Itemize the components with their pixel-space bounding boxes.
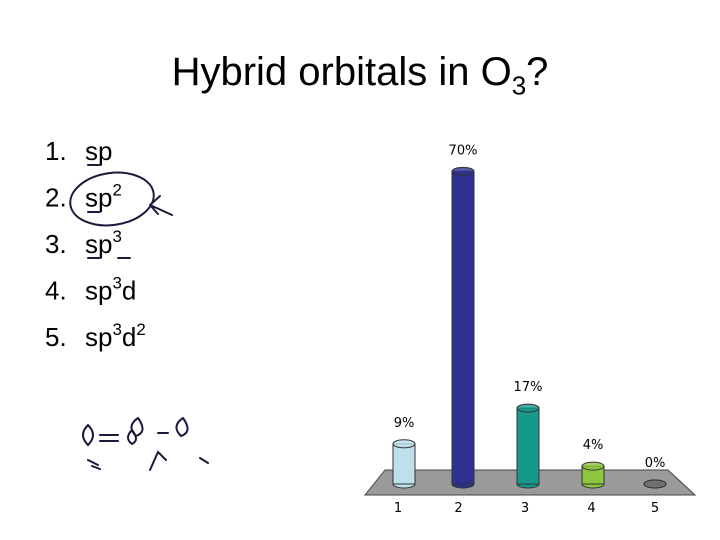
bar-top (516, 403, 540, 413)
list-marker: 5. (45, 322, 67, 352)
option-text: sp (85, 136, 112, 166)
option-text: sp3 (85, 227, 122, 259)
value-label: 4% (583, 438, 604, 453)
list-marker: 2. (45, 183, 67, 213)
supscript: 3 (112, 227, 121, 246)
circle-annotation (69, 171, 155, 227)
bar-top (451, 166, 475, 176)
supscript: 2 (136, 320, 145, 339)
value-label: 9% (394, 416, 415, 431)
x-tick-label: 5 (651, 501, 659, 516)
supscript: 3 (112, 274, 121, 293)
x-tick-label: 2 (454, 501, 462, 516)
text-segment: sp (85, 322, 112, 352)
value-label: 70% (449, 143, 478, 158)
option-text: sp2 (85, 181, 122, 213)
list-marker: 4. (45, 276, 67, 306)
x-tick-label: 4 (587, 501, 595, 516)
x-tick-label: 3 (521, 501, 529, 516)
supscript: 3 (112, 320, 121, 339)
x-tick-label: 1 (394, 501, 402, 516)
annotations (69, 164, 209, 471)
bar (516, 407, 540, 485)
bar-top (392, 439, 416, 449)
text-segment: Hybrid orbitals in O (172, 50, 512, 94)
text-segment: ? (526, 50, 548, 94)
value-label: 17% (514, 380, 543, 395)
bar-top (643, 479, 667, 489)
list-marker: 3. (45, 229, 67, 259)
title-group: Hybrid orbitals in O3? (172, 50, 549, 101)
value-label: 0% (645, 456, 666, 471)
bar (392, 443, 416, 485)
list-marker: 1. (45, 136, 67, 166)
bar-top (581, 461, 605, 471)
bar (451, 170, 475, 485)
underline-marks (87, 164, 131, 259)
subscript: 3 (512, 71, 526, 101)
text-segment: sp (85, 276, 112, 306)
option-text: sp3d2 (85, 320, 146, 352)
text-segment: sp (85, 229, 112, 259)
text-segment: sp (85, 136, 112, 166)
text-segment: d (122, 322, 136, 352)
text-segment: d (122, 276, 136, 306)
arrow-annotation (149, 195, 173, 216)
chart: 9% 1 70% 2 17% 3 4% 4 0% 5 (392, 143, 667, 516)
lewis-sketch (82, 417, 209, 471)
text-segment: sp (85, 183, 112, 213)
supscript: 2 (112, 181, 121, 200)
slide-title: Hybrid orbitals in O3? (172, 50, 549, 101)
option-text: sp3d (85, 274, 136, 306)
